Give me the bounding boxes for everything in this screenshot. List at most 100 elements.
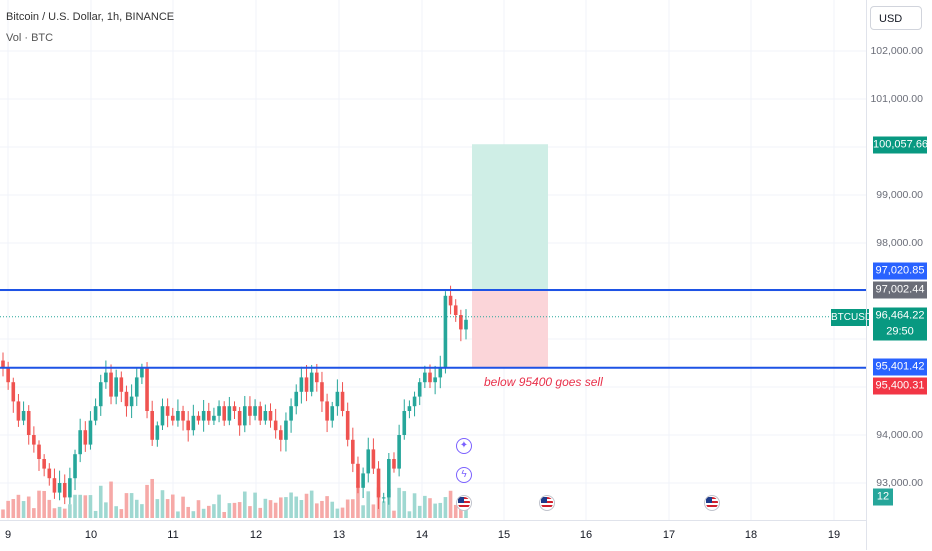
target-zone[interactable] [472,144,548,291]
volume-bar [37,490,41,518]
volume-bar [109,481,113,518]
candle-body [52,478,57,493]
candle-body [320,382,324,402]
volume-bar [217,494,221,518]
time-axis[interactable]: 9 10 11 12 13 14 15 16 17 18 19 [0,520,866,551]
lightning-icon[interactable]: ϟ [456,467,472,483]
candle-body [366,449,371,474]
candle-body [284,420,288,440]
volume-bar [114,506,118,518]
price-axis[interactable]: 102,000.00 101,000.00 99,000.00 98,000.0… [866,0,932,550]
stop-zone[interactable] [472,290,548,368]
volume-bar [83,495,88,518]
candle-body [196,415,201,421]
candle-body [289,406,293,421]
candle-body [134,377,139,397]
volume-bar [47,499,52,518]
candle-body [170,415,175,421]
volume-bar [371,504,376,518]
volume-bar [248,506,252,518]
volume-bar [186,506,190,518]
volume-bar [134,499,139,518]
lower-line-price-label: 95,401.42 [873,358,927,376]
volume-bar [315,503,319,518]
volume-bar [340,507,345,518]
candle-body [340,391,345,411]
volume-bar [73,494,77,518]
candle-body [129,396,134,407]
volume-bar [232,502,237,518]
volume-bar [181,496,185,518]
candle-body [62,483,67,498]
volume-bar [124,493,129,518]
candle-body [222,406,227,421]
candle-body [47,468,52,479]
volume-bar [155,499,160,518]
volume-bar [206,505,211,518]
chart-area[interactable]: Bitcoin / U.S. Dollar, 1h, BINANCE Vol ·… [0,0,866,520]
candle-body [191,415,196,431]
volume-bar [1,509,5,518]
candle-body [93,406,98,421]
volume-bar [453,504,458,518]
volume-bar [412,493,417,518]
volume-bar [309,490,314,518]
volume-bar [361,505,365,518]
volume-bar [253,492,257,518]
candle-body [381,497,386,499]
candle-body [407,406,412,411]
volume-bar [26,496,31,518]
volume-bar [423,495,427,518]
candle-body [387,459,391,498]
candle-body [263,411,268,421]
volume-bar [304,493,309,518]
candle-body [104,372,108,383]
volume-bar [407,511,412,518]
volume-bar [52,508,57,518]
candle-body [16,401,21,421]
price-chart[interactable] [0,0,866,520]
candle-body [1,360,5,368]
volume-bar [68,504,72,518]
candle-body [176,411,180,421]
candle-body [155,425,160,440]
volume-bar [165,499,170,518]
volume-bar [356,485,360,518]
volume-bar [119,509,124,518]
currency-selector-button[interactable]: USD [870,6,922,30]
candle-body [402,411,407,435]
us-flag-event-icon[interactable] [704,495,720,511]
candle-body [237,411,242,426]
candle-body [217,406,221,416]
sparkle-icon[interactable]: ✦ [456,438,472,454]
candle-body [11,382,16,402]
volume-bar [196,500,201,518]
us-flag-event-icon[interactable] [456,495,472,511]
candle-body [73,454,77,479]
volume-bar [98,485,103,518]
candle-body [330,406,335,421]
volume-bar [222,511,227,518]
candle-body [433,377,437,383]
time-tick: 10 [84,529,98,541]
price-tick: 101,000.00 [870,93,923,105]
volume-bar [443,497,448,518]
symbol-tag: BTCUSD [831,309,872,326]
candle-body [464,319,468,330]
time-tick: 9 [4,529,12,541]
candle-body [335,391,340,407]
volume-bar [294,496,299,518]
candle-body [88,420,93,445]
volume-bar [129,493,134,518]
candle-body [309,372,314,392]
volume-bar [464,505,468,518]
candle-body [392,459,396,469]
volume-bar [438,502,443,518]
candle-body [459,315,463,330]
candle-body [98,382,103,407]
us-flag-event-icon[interactable] [539,495,555,511]
trade-annotation[interactable]: below 95400 goes sell [484,375,603,389]
volume-bar [145,484,149,518]
candle-body [428,372,432,383]
volume-bar [42,490,46,518]
